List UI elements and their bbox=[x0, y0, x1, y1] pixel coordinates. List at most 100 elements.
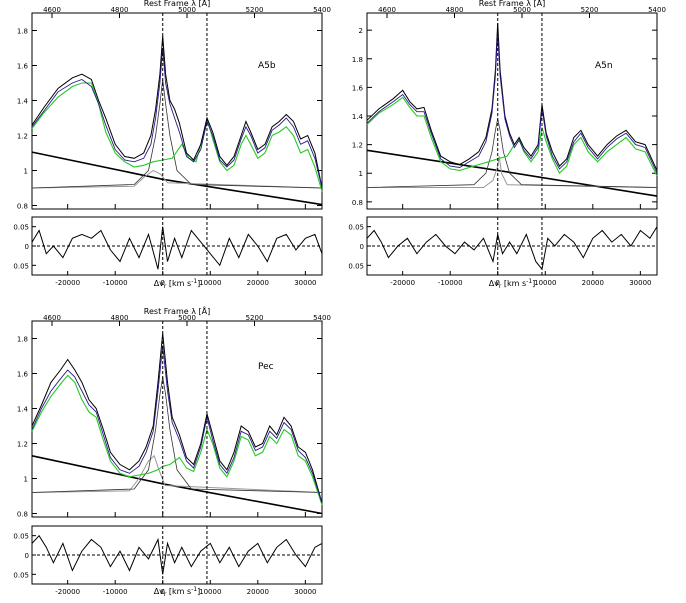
hbeta-broad-component-line bbox=[31, 79, 323, 189]
top-tick-label: 5200 bbox=[581, 6, 599, 14]
x-tick-label: -20000 bbox=[55, 279, 80, 287]
y-tick-label: 0.8 bbox=[17, 203, 28, 211]
res-y-tick-label: 0.05 bbox=[13, 571, 29, 579]
y-tick-label: 1.4 bbox=[352, 113, 364, 121]
x-tick-label: 0 bbox=[496, 279, 500, 287]
x-tick-label: 10000 bbox=[534, 279, 556, 287]
y-tick-label: 1.2 bbox=[17, 133, 28, 141]
res-y-tick-label: 0.05 bbox=[348, 262, 364, 270]
y-tick-label: 1.6 bbox=[352, 84, 364, 92]
res-y-tick-label: 0.05 bbox=[348, 224, 364, 232]
top-tick-label: 4600 bbox=[43, 6, 61, 14]
top-tick-label: 5400 bbox=[648, 6, 666, 14]
res-y-tick-label: 0 bbox=[25, 243, 29, 251]
x-tick-label: 20000 bbox=[582, 279, 604, 287]
x-tick-label: 30000 bbox=[294, 279, 316, 287]
x-tick-label: 0 bbox=[161, 279, 165, 287]
top-tick-label: 4800 bbox=[446, 6, 464, 14]
res-y-tick-label: 0 bbox=[360, 243, 364, 251]
hbeta-blue-component-line bbox=[367, 156, 658, 188]
residuals-line bbox=[366, 226, 658, 271]
res-y-tick-label: 0.05 bbox=[13, 533, 29, 541]
top-tick-label: 5200 bbox=[246, 6, 264, 14]
panel-a5n-x-axis-label: Δvr [km s-1] bbox=[489, 278, 536, 290]
y-tick-label: 1.2 bbox=[17, 441, 28, 449]
panel-pec-top-axis-label: Rest Frame λ [Å] bbox=[144, 305, 210, 316]
x-tick-label: 30000 bbox=[629, 279, 651, 287]
hbeta-blue-component-line bbox=[31, 169, 323, 189]
y-tick-label: 1 bbox=[24, 168, 28, 176]
top-tick-label: 5000 bbox=[178, 314, 196, 322]
y-tick-label: 1 bbox=[24, 476, 28, 484]
y-tick-label: 1.8 bbox=[17, 28, 28, 36]
x-tick-label: 0 bbox=[161, 588, 165, 596]
res-y-tick-label: 0 bbox=[25, 552, 29, 560]
x-tick-label: -20000 bbox=[390, 279, 415, 287]
y-tick-label: 1.2 bbox=[352, 142, 363, 150]
hbeta-broad-component-line bbox=[366, 118, 658, 188]
top-tick-label: 5200 bbox=[246, 314, 264, 322]
top-tick-label: 4600 bbox=[43, 314, 61, 322]
top-tick-label: 5400 bbox=[313, 6, 331, 14]
x-tick-label: -10000 bbox=[103, 588, 128, 596]
residuals-line bbox=[31, 226, 323, 270]
panel-a5n-top-axis-label: Rest Frame λ [Å] bbox=[479, 0, 545, 8]
x-tick-label: 10000 bbox=[199, 588, 221, 596]
panel-pec-residual-plot: 0.05 0 0.05 -20000 -10000 0 10000 20000 30000 bbox=[13, 525, 323, 596]
y-tick-label: 1.8 bbox=[17, 336, 28, 344]
y-tick-label: 1.4 bbox=[17, 98, 29, 106]
y-tick-label: 0.8 bbox=[352, 199, 363, 207]
top-tick-label: 4800 bbox=[111, 6, 129, 14]
panel-a5n-main-plot: 0.8 1 1.2 1.4 1.6 1.8 2 4600 4800 5000 5200 5400 bbox=[352, 6, 666, 210]
top-tick-label: 4600 bbox=[378, 6, 396, 14]
res-y-tick-label: 0.05 bbox=[13, 224, 29, 232]
feii-template-line bbox=[31, 374, 323, 505]
panel-a5b: 0.8 1 1.2 1.4 1.6 1.8 4600 4800 5000 5200 5400 0.0… bbox=[13, 0, 331, 290]
main-frame bbox=[366, 12, 658, 210]
y-tick-label: 1.4 bbox=[17, 406, 29, 414]
y-tick-label: 1.6 bbox=[17, 63, 29, 71]
feii-template-line bbox=[31, 82, 323, 192]
panel-a5n-label: A5n bbox=[595, 61, 613, 71]
panel-a5b-residual-plot: 0.05 0 0.05 -20000 -10000 0 10000 20000 30000 bbox=[13, 216, 323, 287]
x-tick-label: -20000 bbox=[55, 588, 80, 596]
panel-pec-main-plot: 0.8 1 1.2 1.4 1.6 1.8 4600 4800 5000 5200 5400 bbox=[17, 314, 331, 519]
top-tick-label: 5000 bbox=[513, 6, 531, 14]
panel-a5n: 0.8 1 1.2 1.4 1.6 1.8 2 4600 4800 5000 5200 5400 0.… bbox=[348, 0, 666, 290]
panel-a5n-residual-plot: 0.05 0 0.05 -20000 -10000 0 10000 20000 30000 bbox=[348, 216, 658, 287]
x-tick-label: 30000 bbox=[294, 588, 316, 596]
top-tick-label: 4800 bbox=[111, 314, 129, 322]
y-tick-label: 1.6 bbox=[17, 371, 29, 379]
panel-a5b-label: A5b bbox=[258, 61, 276, 71]
y-tick-label: 0.8 bbox=[17, 511, 28, 519]
feii-template-line bbox=[366, 96, 658, 177]
res-y-tick-label: 0.05 bbox=[13, 262, 29, 270]
panel-a5b-main-plot: 0.8 1 1.2 1.4 1.6 1.8 4600 4800 5000 5200 5400 bbox=[17, 6, 331, 211]
residuals-line bbox=[31, 534, 323, 575]
continuum-line bbox=[31, 151, 323, 206]
x-tick-label: 20000 bbox=[247, 279, 269, 287]
continuum-line bbox=[366, 149, 658, 197]
x-tick-label: -10000 bbox=[103, 279, 128, 287]
main-frame bbox=[31, 12, 323, 210]
panel-a5b-top-axis-label: Rest Frame λ [Å] bbox=[144, 0, 210, 8]
continuum-line bbox=[31, 455, 323, 515]
y-tick-label: 2 bbox=[359, 27, 363, 35]
panel-a5b-x-axis-label: Δvr [km s-1] bbox=[154, 278, 201, 290]
model-fit-line bbox=[366, 32, 658, 174]
model-fit-line bbox=[31, 47, 323, 189]
top-tick-label: 5400 bbox=[313, 314, 331, 322]
observed-spectrum-line bbox=[366, 22, 658, 171]
y-tick-label: 1 bbox=[359, 170, 363, 178]
model-fit-line bbox=[31, 345, 323, 504]
x-tick-label: 10000 bbox=[199, 279, 221, 287]
observed-spectrum-line bbox=[31, 35, 323, 189]
x-tick-label: -10000 bbox=[438, 279, 463, 287]
y-tick-label: 1.8 bbox=[352, 56, 363, 64]
panel-pec: 0.8 1 1.2 1.4 1.6 1.8 4600 4800 5000 5200 5400 0.0… bbox=[13, 305, 331, 598]
main-frame bbox=[31, 320, 323, 518]
panel-pec-label: Pec bbox=[258, 362, 274, 372]
x-tick-label: 20000 bbox=[247, 588, 269, 596]
observed-spectrum-line bbox=[31, 333, 323, 504]
